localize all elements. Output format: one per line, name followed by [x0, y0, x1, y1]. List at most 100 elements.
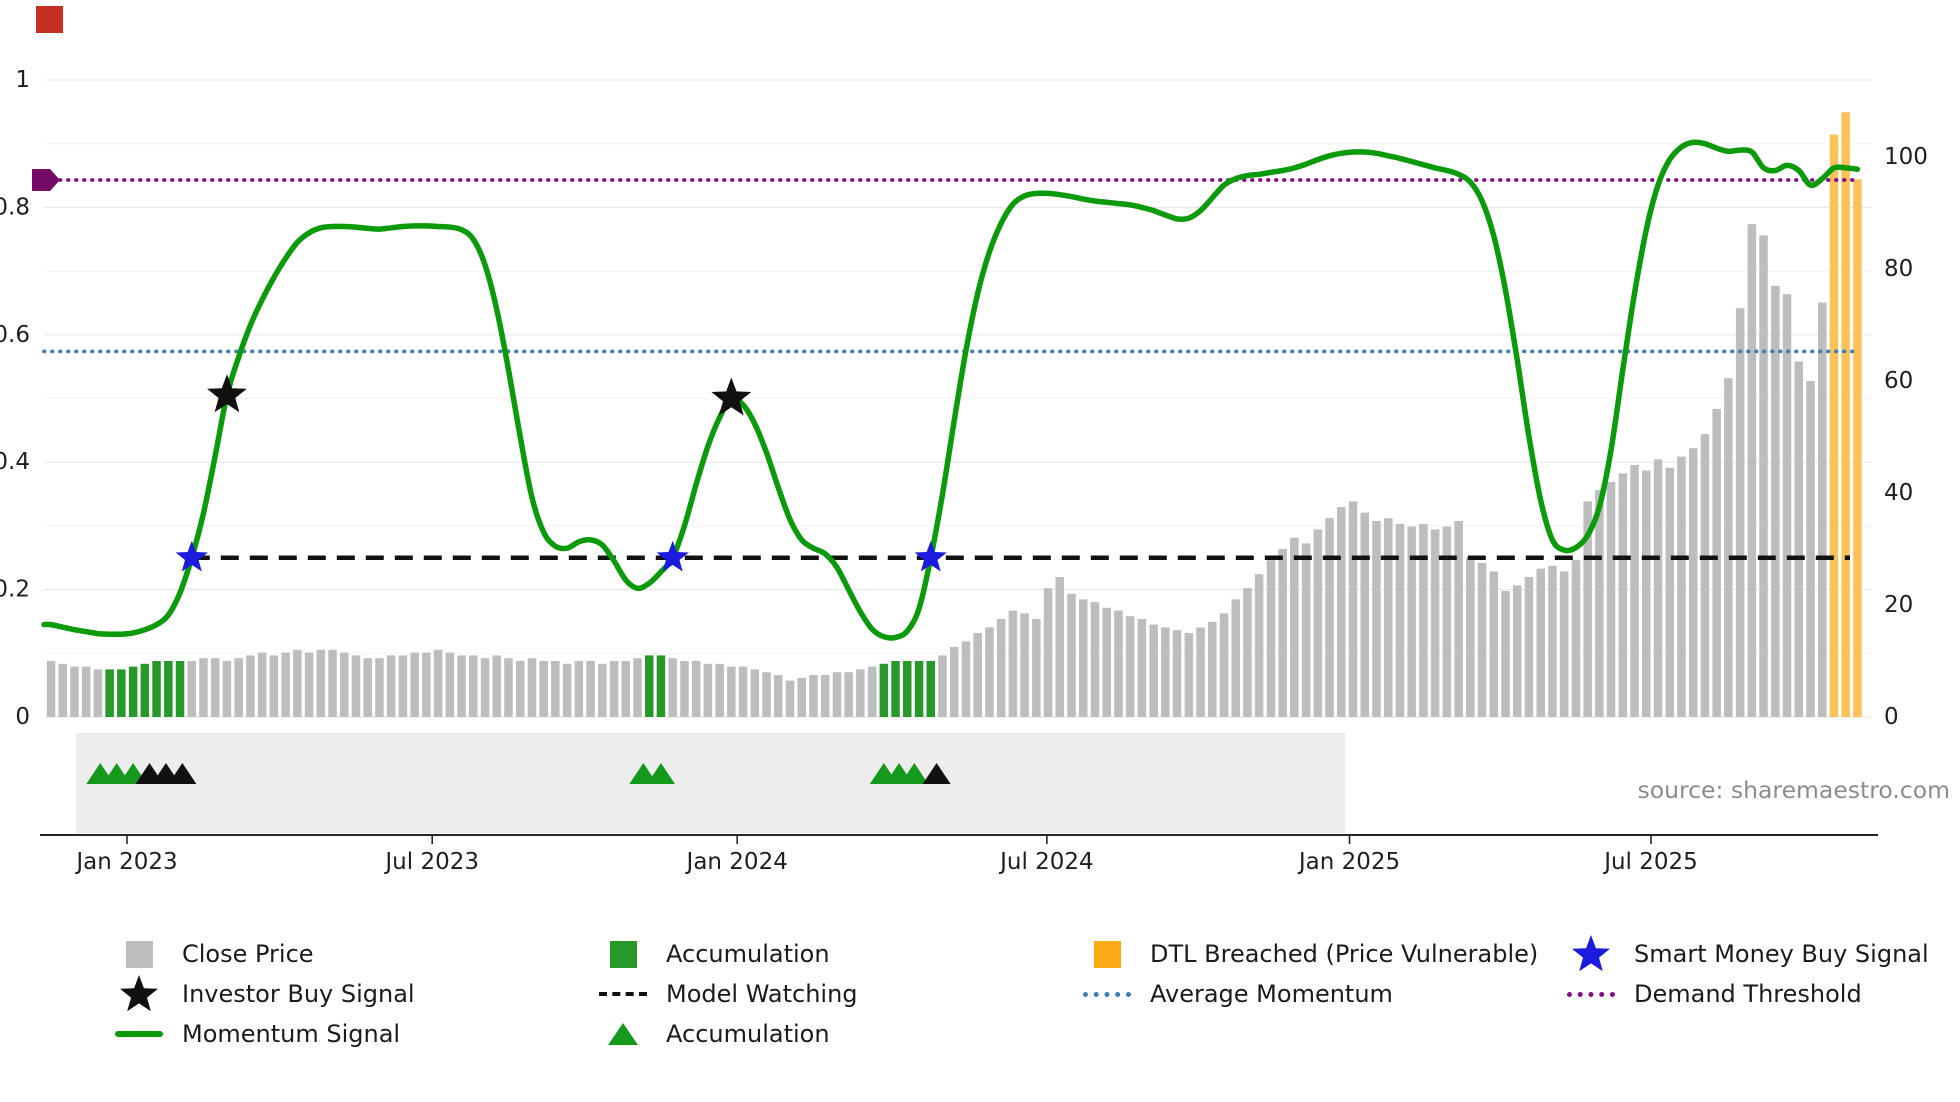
x-tick-label: Jan 2024 [685, 849, 788, 875]
close-price-bar [1278, 549, 1287, 717]
close-price-bar [1161, 627, 1170, 717]
accumulation-square-marker-icon [596, 940, 650, 968]
close-price-bar [938, 655, 947, 717]
close-price-bar [304, 652, 314, 717]
close-price-bar [516, 661, 525, 717]
close-price-bar [1407, 526, 1416, 717]
right-axis-tick-label: 80 [1884, 256, 1913, 282]
close-price-bar [973, 633, 982, 717]
legend-label: Average Momentum [1150, 980, 1393, 1008]
close-price-bar [211, 658, 220, 717]
close-price-bar [1243, 588, 1252, 717]
close-price-bar [1219, 613, 1229, 717]
close-price-bar [1677, 456, 1686, 717]
close-price-bar [1266, 560, 1276, 717]
close-price-bar [1536, 568, 1545, 717]
close-price-bar [1125, 616, 1135, 717]
close-price-bar [633, 658, 642, 717]
investor-buy-signal-star-marker-icon [112, 972, 166, 1016]
accumulation-bar [140, 663, 150, 717]
close-price-bar [1548, 565, 1557, 717]
close-price-bar [269, 655, 279, 717]
close-price-bar [340, 652, 349, 717]
source-note: source: sharemaestro.com [1637, 776, 1950, 804]
close-price-bar [961, 641, 971, 717]
close-price-bar [93, 669, 103, 717]
close-price-bar [81, 666, 91, 717]
demand-threshold-marker-icon [32, 169, 60, 191]
close-price-bar [1149, 624, 1158, 717]
left-axis-tick-label: 0.6 [0, 322, 30, 348]
close-price-bar [1231, 599, 1240, 717]
close-price-bar [1489, 571, 1498, 717]
close-price-bar [187, 661, 196, 717]
close-price-bar [1794, 361, 1803, 717]
legend-label: Momentum Signal [182, 1020, 401, 1048]
close-price-bar [1348, 501, 1358, 717]
close-price-bar [234, 658, 243, 717]
smart-money-buy-signal-star-icon [914, 540, 947, 572]
close-price-bar [1430, 529, 1440, 717]
close-price-bar [1067, 593, 1076, 717]
close-price-bar [433, 649, 443, 717]
dtl-breached-price-vulnerable-square-marker-icon [1080, 940, 1134, 968]
accumulation-bar [879, 663, 889, 717]
close-price-bar [703, 663, 713, 717]
x-tick-label: Jul 2024 [998, 849, 1094, 875]
close-price-bar [58, 663, 67, 717]
close-price-bar [1055, 577, 1064, 717]
close-price-bar [1759, 235, 1768, 717]
close-price-bar [715, 663, 724, 717]
close-price-bar [1090, 602, 1100, 717]
accumulation-bar [128, 666, 138, 717]
dtl-breached-bar [1829, 134, 1839, 718]
legend-item-dtl-breached-price-vulnerable: DTL Breached (Price Vulnerable) [1080, 934, 1538, 974]
legend-column-3: DTL Breached (Price Vulnerable) Average M… [1080, 934, 1538, 1014]
close-price-bar [246, 655, 255, 717]
close-price-bar [1524, 577, 1534, 717]
close-price-bar [480, 658, 490, 717]
close-price-bar [1254, 574, 1264, 717]
close-price-bar [1032, 619, 1041, 717]
close-price-bar [844, 672, 853, 717]
legend-column-2: Accumulation Model Watching Accumulation [596, 934, 858, 1054]
close-price-bar [562, 663, 572, 717]
legend-label: Investor Buy Signal [182, 980, 415, 1008]
legend-item-momentum-signal: Momentum Signal [112, 1014, 415, 1054]
close-price-bar [1008, 610, 1018, 717]
accumulation-triangle-icon [629, 763, 658, 784]
close-price-bar [1571, 560, 1581, 717]
legend-label: Accumulation [666, 940, 830, 968]
axis-area-shading [76, 733, 1345, 833]
close-price-bar [551, 661, 560, 717]
accumulation-triangle-marker-icon [596, 1023, 650, 1045]
close-price-bar [293, 649, 302, 717]
accumulation-triangle-icon [646, 763, 675, 784]
accumulation-bar [164, 661, 173, 717]
accumulation-bar [891, 661, 900, 717]
accumulation-bar [903, 661, 912, 717]
right-axis-tick-label: 40 [1884, 480, 1913, 506]
close-price-bar [1372, 521, 1381, 717]
close-price-bar [1102, 607, 1111, 717]
close-price-bar [1466, 557, 1475, 717]
close-price-bar [1735, 308, 1745, 717]
legend-label: DTL Breached (Price Vulnerable) [1150, 940, 1539, 968]
close-price-bar [1689, 448, 1698, 717]
close-price-bar [1384, 518, 1393, 717]
close-price-bar [1395, 523, 1405, 717]
close-price-bar [1043, 588, 1053, 717]
close-price-bar [1665, 467, 1674, 717]
close-price-bar [1559, 571, 1569, 717]
close-price-bar [1630, 465, 1639, 717]
close-price-bar [950, 647, 959, 717]
close-price-bar [1477, 563, 1487, 717]
close-price-bar [1137, 619, 1147, 717]
close-price-bar [820, 675, 830, 717]
close-price-bar [1360, 512, 1369, 717]
accumulation-bar [152, 661, 161, 717]
accumulation-bar [645, 655, 654, 717]
legend-label: Model Watching [666, 980, 858, 1008]
price-momentum-chart: Jan 2023 Jul 2023 Jan 2024 Jul 2024 Jan 2025… [0, 6, 1950, 875]
close-price-bar [504, 658, 513, 717]
